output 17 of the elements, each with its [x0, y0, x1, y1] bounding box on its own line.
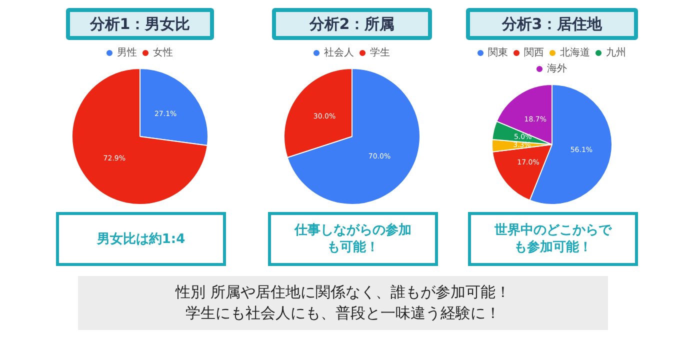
legend-label: 関西	[524, 48, 544, 59]
speech-bubble: 世界中のどこからでも参加可能！	[468, 212, 638, 266]
legend-label: 学生	[370, 46, 390, 59]
legend-label: 関東	[488, 46, 508, 59]
text: 学生にも社会人にも、普段と一味違う経験に！	[186, 303, 500, 324]
legend-label: 社会人	[324, 46, 354, 59]
text: 性別 所属や居住地に関係なく、誰もが参加可能！	[176, 282, 510, 303]
legend-label: 男性	[117, 46, 137, 59]
chart-title: 分析3：居住地	[466, 8, 638, 40]
speech-bubble: 仕事しながらの参加も可能！	[268, 212, 438, 266]
legend-label: 海外	[547, 62, 567, 75]
speech-bubble: 男女比は約1:4	[56, 212, 226, 266]
legend-label: 北海道	[560, 46, 590, 59]
chart-title: 分析1：男女比	[66, 8, 214, 40]
legend-label: 女性	[153, 46, 173, 59]
legend-label: 九州	[606, 46, 626, 59]
chart-title: 分析2：所属	[272, 8, 432, 40]
